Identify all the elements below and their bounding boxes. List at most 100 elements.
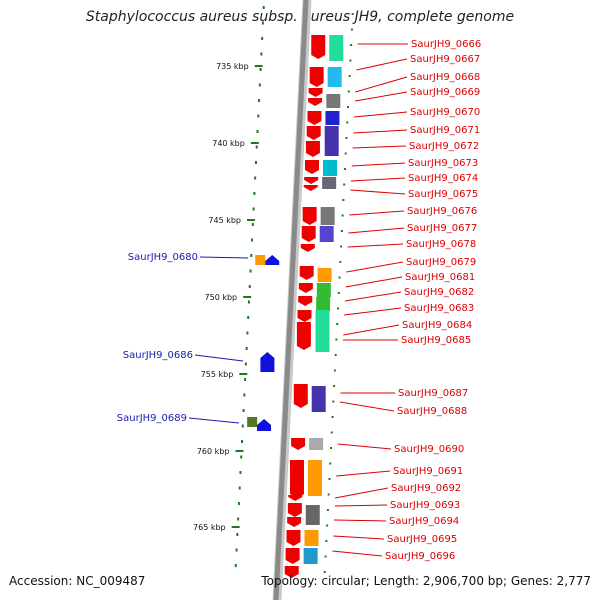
- right-leader: [334, 504, 388, 507]
- label-leader-lines: [188, 43, 408, 557]
- ring-dot-inner: [260, 52, 263, 56]
- gene-label-right: SaurJH9_0673: [408, 158, 478, 169]
- ring-dot-inner: [242, 409, 245, 412]
- function-box: [327, 67, 342, 87]
- left-gene-arrow: [257, 419, 272, 431]
- left-function-box: [255, 255, 266, 265]
- gene-arrow: [288, 495, 303, 501]
- gene-arrow: [301, 226, 316, 242]
- gene-label-right: SaurJH9_0672: [409, 141, 479, 152]
- scale-tick-label: 760 kbp: [197, 447, 230, 456]
- right-leader: [347, 243, 404, 248]
- left-leader: [199, 256, 249, 259]
- right-leader: [350, 189, 406, 195]
- right-leader: [333, 519, 387, 522]
- left-gene-arrow: [260, 352, 275, 372]
- gene-arrow: [287, 503, 302, 517]
- ring-dot-inner: [241, 424, 244, 428]
- function-box: [311, 386, 326, 412]
- gene-arrow: [296, 322, 311, 350]
- gene-arrow: [306, 126, 321, 140]
- function-box: [323, 160, 337, 176]
- gene-features: [247, 35, 344, 578]
- accession-text: Accession: NC_009487: [9, 574, 146, 588]
- backbone-line: [273, 0, 309, 600]
- ring-dot-inner: [251, 238, 254, 242]
- ring-dot-inner: [234, 564, 237, 567]
- gene-label-right: SaurJH9_0666: [411, 39, 481, 50]
- ring-dot-outer: [341, 214, 344, 217]
- left-leader: [188, 417, 240, 424]
- gene-arrow: [298, 283, 313, 293]
- ring-dot-outer: [350, 44, 353, 46]
- function-box: [316, 297, 331, 311]
- function-box: [320, 207, 335, 225]
- ring-dot-inner: [247, 300, 250, 304]
- right-leader: [349, 210, 405, 216]
- scale-tick-label: 740 kbp: [212, 139, 245, 148]
- ring-dot-outer: [324, 555, 327, 558]
- gene-label-right: SaurJH9_0684: [402, 320, 472, 331]
- genome-backbone: [272, 0, 312, 600]
- gene-arrow: [302, 207, 317, 225]
- gene-label-right: SaurJH9_0696: [385, 551, 455, 562]
- gene-label-right: SaurJH9_0690: [394, 444, 464, 455]
- ring-dot-inner: [256, 130, 259, 133]
- ring-dot-outer: [343, 183, 346, 186]
- right-leader: [343, 324, 400, 336]
- ring-dot-outer: [349, 59, 352, 62]
- right-leader: [337, 443, 392, 450]
- gene-label-right: SaurJH9_0670: [410, 107, 480, 118]
- scale-tick-label: 735 kbp: [216, 62, 249, 71]
- ring-dot-outer: [347, 106, 350, 108]
- right-leader: [344, 291, 402, 302]
- ring-dot-outer: [347, 90, 350, 93]
- gene-arrow: [298, 296, 313, 306]
- ring-dot-outer: [332, 400, 335, 403]
- ring-dot-inner: [254, 161, 257, 164]
- right-leader: [352, 145, 407, 149]
- right-leader: [346, 261, 404, 273]
- ring-dot-outer: [325, 540, 328, 542]
- ring-dot-outer: [336, 323, 339, 325]
- ring-dot-outer: [336, 307, 339, 310]
- ring-dot-outer: [335, 338, 338, 341]
- ring-dot-outer: [337, 292, 340, 294]
- scale-tick-label: 750 kbp: [205, 293, 238, 302]
- right-leader: [354, 111, 408, 118]
- ring-dot-outer: [339, 261, 342, 263]
- ring-dot-outer: [334, 354, 337, 356]
- ring-dot-outer: [343, 168, 346, 170]
- ring-dot-inner: [235, 548, 238, 552]
- gene-arrow: [284, 566, 299, 578]
- gene-arrow: [303, 185, 318, 191]
- ring-dot-outer: [323, 571, 326, 573]
- ring-dot-inner: [246, 331, 249, 335]
- function-box: [316, 283, 331, 297]
- ring-dot-inner: [241, 440, 243, 443]
- gene-arrow: [311, 35, 326, 59]
- ring-dot-inner: [236, 533, 239, 536]
- right-leader: [348, 227, 405, 234]
- gene-label-right: SaurJH9_0674: [408, 173, 478, 184]
- ring-dot-inner: [251, 223, 254, 226]
- right-leader: [332, 550, 383, 557]
- gene-label-left: SaurJH9_0686: [123, 350, 193, 361]
- right-leader: [344, 307, 402, 316]
- ring-dot-outer: [350, 28, 353, 31]
- ring-dot-inner: [261, 21, 264, 25]
- ring-dot-inner: [237, 517, 240, 521]
- ring-dot-inner: [248, 285, 251, 288]
- ring-dot-outer: [326, 524, 329, 527]
- function-box: [322, 177, 337, 189]
- ring-dot-inner: [254, 176, 257, 180]
- ring-dot-outer: [344, 152, 347, 155]
- gene-label-right: SaurJH9_0683: [404, 303, 474, 314]
- ring-dot-inner: [255, 145, 258, 149]
- left-gene-arrow: [265, 255, 280, 265]
- gene-arrow: [286, 530, 301, 546]
- gene-label-right: SaurJH9_0669: [410, 87, 480, 98]
- gene-label-right: SaurJH9_0668: [410, 72, 480, 83]
- ring-dot-inner: [257, 114, 260, 118]
